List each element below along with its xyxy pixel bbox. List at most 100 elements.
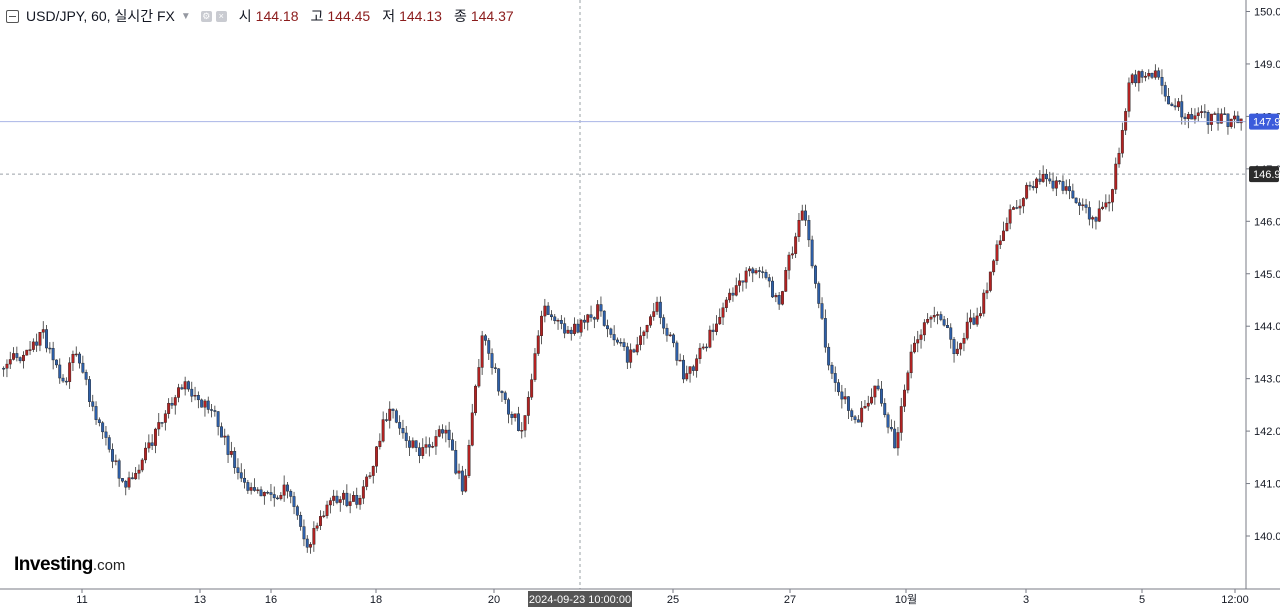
candle-up	[1153, 70, 1157, 78]
y-tick-label: 150.0	[1254, 7, 1280, 19]
candle-down	[827, 346, 831, 366]
collapse-icon[interactable]	[6, 9, 19, 23]
candle-up	[38, 332, 42, 346]
candle-down	[345, 492, 349, 506]
candle-down	[117, 460, 121, 479]
candle-up	[1130, 74, 1134, 84]
candle-up	[701, 346, 705, 349]
candle-up	[1120, 130, 1124, 154]
candle-up	[322, 515, 326, 517]
candle-down	[1015, 207, 1019, 209]
candle-down	[490, 353, 494, 368]
candle-up	[645, 325, 649, 333]
candle-down	[84, 372, 88, 380]
candle-up	[738, 280, 741, 286]
candle-down	[771, 280, 774, 298]
candle-up	[348, 501, 352, 506]
high-label: 고	[310, 8, 324, 24]
candle-down	[946, 324, 949, 328]
symbol-title[interactable]: USD/JPY, 60, 실시간 FX	[26, 8, 175, 24]
candle-up	[922, 322, 926, 336]
candle-down	[589, 314, 593, 318]
candle-down	[190, 388, 194, 397]
candle-up	[1012, 207, 1015, 210]
candle-down	[1031, 186, 1035, 189]
candle-up	[955, 348, 959, 355]
candle-down	[546, 305, 550, 315]
x-tick-label: 12:00	[1221, 594, 1249, 606]
candle-up	[860, 407, 864, 423]
candle-up	[523, 415, 527, 431]
candle-down	[1173, 105, 1177, 108]
close-icon[interactable]: ×	[215, 10, 227, 22]
candle-down	[286, 484, 289, 492]
chevron-down-icon[interactable]: ▼	[180, 10, 191, 22]
candle-up	[262, 491, 266, 497]
candle-up	[635, 344, 639, 353]
candle-up	[913, 342, 916, 353]
candle-down	[569, 329, 573, 334]
candle-down	[493, 367, 497, 369]
candle-down	[711, 329, 715, 332]
candle-up	[929, 316, 933, 320]
candle-up	[315, 525, 319, 529]
candle-down	[559, 320, 563, 324]
settings-icon[interactable]: ⚙	[200, 10, 212, 22]
candle-up	[655, 301, 659, 312]
candle-up	[969, 317, 972, 323]
candle-down	[269, 492, 273, 495]
candle-up	[1107, 201, 1111, 204]
candle-down	[35, 341, 39, 346]
candle-up	[319, 516, 322, 526]
candle-up	[68, 362, 72, 382]
candle-up	[1114, 163, 1118, 190]
candle-up	[668, 334, 672, 337]
candle-up	[411, 440, 415, 448]
candle-down	[289, 490, 293, 497]
candle-up	[1091, 217, 1095, 220]
candle-down	[206, 400, 210, 410]
candle-up	[695, 358, 699, 371]
candle-up	[1213, 113, 1217, 115]
logo-suffix: .com	[92, 557, 126, 574]
candle-down	[616, 339, 619, 343]
x-tick-label: 11	[76, 594, 87, 606]
candle-up	[979, 313, 982, 317]
candle-up	[1233, 115, 1237, 120]
candle-up	[282, 484, 286, 496]
candle-down	[64, 380, 68, 383]
candle-down	[1236, 115, 1240, 124]
candle-down	[97, 419, 101, 423]
candle-down	[682, 359, 685, 380]
candle-down	[850, 410, 854, 417]
candle-up	[365, 476, 369, 487]
candle-up	[698, 347, 702, 359]
candle-up	[748, 268, 751, 272]
y-tick-label: 143.0	[1254, 374, 1280, 386]
candle-down	[292, 496, 296, 507]
candle-up	[903, 389, 906, 407]
candle-down	[1068, 186, 1072, 192]
candle-down	[602, 310, 606, 326]
candle-down	[335, 495, 339, 503]
candle-down	[764, 271, 768, 278]
candle-up	[153, 428, 157, 446]
candle-up	[1239, 118, 1243, 124]
candle-down	[833, 373, 837, 383]
candle-down	[814, 265, 817, 284]
candle-down	[1038, 178, 1042, 182]
candle-up	[685, 373, 689, 380]
candle-down	[576, 323, 580, 333]
candle-down	[408, 440, 411, 448]
candle-down	[1190, 114, 1194, 120]
candle-up	[873, 385, 877, 398]
candle-up	[1209, 113, 1213, 125]
x-tick-label: 27	[784, 594, 796, 606]
candle-down	[662, 317, 666, 329]
candle-down	[517, 413, 520, 431]
candle-down	[104, 431, 108, 438]
y-tick-label: 142.0	[1254, 426, 1280, 438]
candle-up	[312, 528, 316, 545]
